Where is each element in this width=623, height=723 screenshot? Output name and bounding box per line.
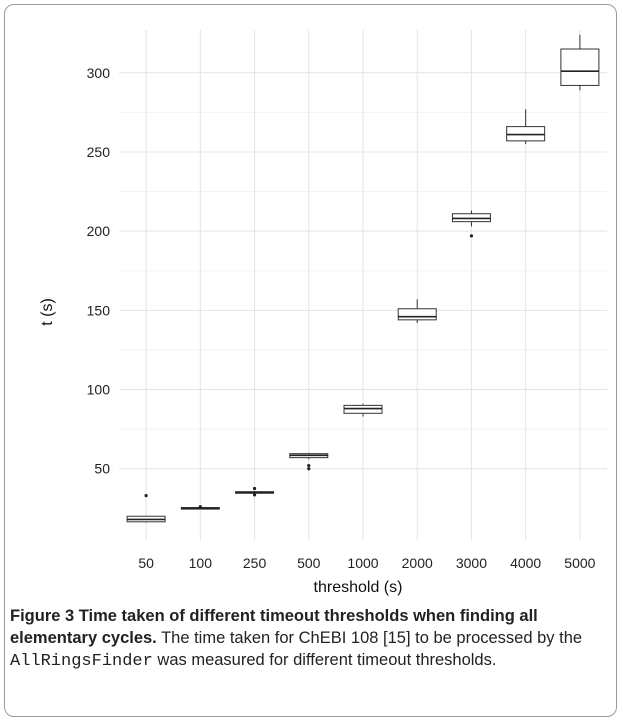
box-iqr (397, 308, 437, 321)
y-tick-label: 200 (87, 223, 111, 239)
x-tick-label: 100 (189, 555, 213, 571)
boxes (126, 34, 600, 523)
box-1000 (343, 403, 383, 417)
x-tick-label: 3000 (456, 555, 487, 571)
box-50 (126, 494, 166, 523)
y-tick-label: 300 (87, 65, 111, 81)
x-tick-label: 2000 (402, 555, 433, 571)
figure-caption: Figure 3 Time taken of different timeout… (10, 605, 610, 673)
outlier-point (198, 505, 202, 509)
outlier-point (307, 467, 311, 471)
outlier-point (469, 234, 474, 238)
y-tick-label: 250 (87, 144, 111, 160)
caption-heading: Figure 3 Time taken of different timeout… (10, 607, 538, 647)
caption-code: AllRingsFinder (10, 652, 153, 671)
box-4000 (506, 109, 546, 145)
x-tick-label: 500 (297, 555, 321, 571)
box-3000 (451, 210, 491, 238)
x-axis-title: threshold (s) (314, 579, 403, 596)
box-250 (235, 486, 275, 497)
y-tick-label: 100 (87, 382, 111, 398)
outlier-point (252, 486, 257, 491)
x-tick-label: 1000 (347, 555, 378, 571)
x-tick-label: 5000 (564, 555, 595, 571)
y-axis-title: t (s) (39, 298, 56, 326)
caption-text-before-code: The time taken for ChEBI 108 [15] to be … (156, 629, 583, 647)
y-tick-label: 150 (87, 302, 111, 318)
outlier-point (252, 493, 257, 497)
caption-text-after-code: was measured for different timeout thres… (152, 651, 497, 669)
y-tick-label: 50 (94, 461, 110, 477)
x-axis-ticks: 50 100 250 500 1000 2000 3000 4000 5000 (138, 555, 595, 571)
box-2000 (397, 299, 437, 324)
outlier-point (144, 494, 148, 498)
figure-frame (4, 4, 617, 717)
x-tick-label: 250 (243, 555, 267, 571)
box-100 (180, 505, 220, 510)
x-tick-label: 4000 (510, 555, 541, 571)
grid (119, 30, 607, 540)
box-5000 (560, 34, 600, 91)
y-axis-ticks: 50 100 150 200 250 300 (87, 65, 111, 477)
box-iqr (560, 48, 600, 86)
outlier-point (307, 463, 311, 468)
box-plot-chart: 50 100 150 200 250 300 50 100 250 500 1000 2000 300… (39, 30, 607, 596)
box-500 (289, 452, 329, 471)
x-tick-label: 50 (138, 555, 154, 571)
